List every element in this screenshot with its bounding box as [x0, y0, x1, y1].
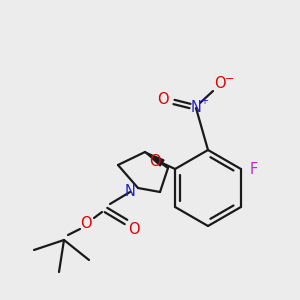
Text: +: +	[200, 96, 208, 106]
Text: O: O	[214, 76, 226, 92]
Text: −: −	[225, 74, 235, 84]
Text: F: F	[250, 161, 258, 176]
Text: O: O	[149, 154, 161, 169]
Text: N: N	[124, 184, 135, 200]
Text: N: N	[190, 100, 201, 116]
Text: O: O	[157, 92, 169, 107]
Polygon shape	[145, 152, 164, 166]
Text: O: O	[128, 223, 140, 238]
Text: O: O	[80, 217, 92, 232]
